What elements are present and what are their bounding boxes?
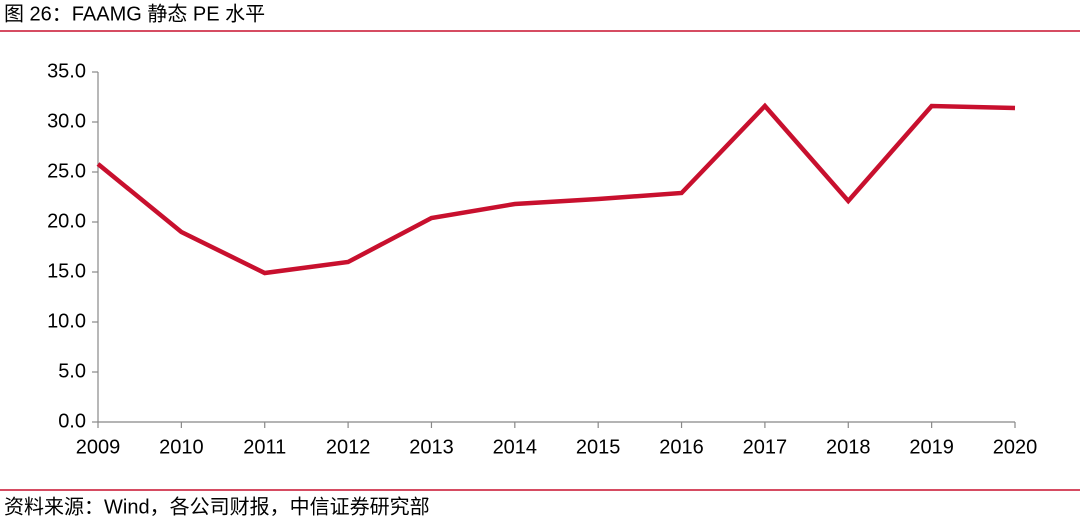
y-tick-label: 0.0 (58, 410, 86, 432)
x-tick-label: 2014 (493, 436, 538, 458)
x-tick-label: 2020 (993, 436, 1038, 458)
source-note: 资料来源：Wind，各公司财报，中信证券研究部 (4, 495, 430, 518)
x-tick-label: 2010 (159, 436, 204, 458)
x-tick-label: 2009 (76, 436, 121, 458)
y-tick-label: 20.0 (47, 210, 86, 232)
y-tick-label: 35.0 (47, 60, 86, 82)
x-tick-label: 2016 (659, 436, 704, 458)
y-tick-label: 5.0 (58, 360, 86, 382)
x-tick-label: 2012 (326, 436, 371, 458)
x-tick-label: 2018 (826, 436, 871, 458)
x-tick-label: 2015 (576, 436, 621, 458)
data-line (96, 102, 1016, 276)
y-tick-label: 30.0 (47, 110, 86, 132)
chart-title: 图 26：FAAMG 静态 PE 水平 (4, 2, 265, 25)
x-tick-label: 2011 (243, 436, 286, 458)
x-tick-label: 2017 (743, 436, 788, 458)
y-tick-label: 10.0 (47, 310, 86, 332)
y-tick-label: 15.0 (47, 260, 86, 282)
x-tick-label: 2013 (409, 436, 454, 458)
y-tick-label: 25.0 (47, 160, 86, 182)
x-tick-label: 2019 (909, 436, 954, 458)
